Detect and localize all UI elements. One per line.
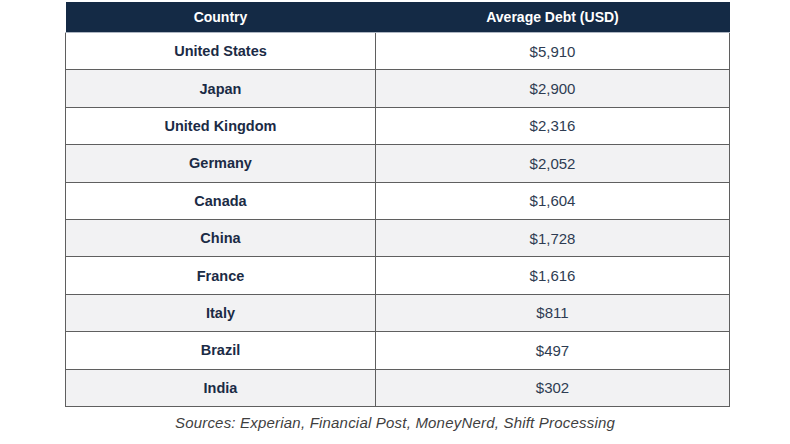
country-cell: United States [66, 33, 376, 70]
country-cell: Brazil [66, 332, 376, 369]
debt-cell: $302 [376, 369, 730, 406]
table-row: Canada $1,604 [66, 182, 730, 219]
country-cell: Japan [66, 70, 376, 107]
debt-cell: $1,616 [376, 257, 730, 294]
debt-cell: $2,052 [376, 145, 730, 182]
country-cell: India [66, 369, 376, 406]
country-cell: United Kingdom [66, 107, 376, 144]
debt-cell: $497 [376, 332, 730, 369]
table-row: France $1,616 [66, 257, 730, 294]
sources-caption: Sources: Experian, Financial Post, Money… [0, 414, 790, 431]
country-cell: China [66, 219, 376, 256]
column-header-country: Country [66, 2, 376, 33]
debt-cell: $1,728 [376, 219, 730, 256]
debt-cell: $1,604 [376, 182, 730, 219]
table-row: Brazil $497 [66, 332, 730, 369]
table-row: Germany $2,052 [66, 145, 730, 182]
table-row: United States $5,910 [66, 33, 730, 70]
table-row: China $1,728 [66, 219, 730, 256]
table-row: United Kingdom $2,316 [66, 107, 730, 144]
column-header-average-debt: Average Debt (USD) [376, 2, 730, 33]
table-row: India $302 [66, 369, 730, 406]
debt-cell: $2,900 [376, 70, 730, 107]
table-row: Italy $811 [66, 294, 730, 331]
country-cell: Canada [66, 182, 376, 219]
table-body: United States $5,910 Japan $2,900 United… [66, 33, 730, 407]
debt-cell: $5,910 [376, 33, 730, 70]
page: Country Average Debt (USD) United States… [0, 0, 790, 444]
country-cell: France [66, 257, 376, 294]
table-header-row: Country Average Debt (USD) [66, 2, 730, 33]
table-row: Japan $2,900 [66, 70, 730, 107]
country-cell: Germany [66, 145, 376, 182]
debt-cell: $811 [376, 294, 730, 331]
country-cell: Italy [66, 294, 376, 331]
average-debt-table: Country Average Debt (USD) United States… [65, 2, 730, 407]
debt-cell: $2,316 [376, 107, 730, 144]
